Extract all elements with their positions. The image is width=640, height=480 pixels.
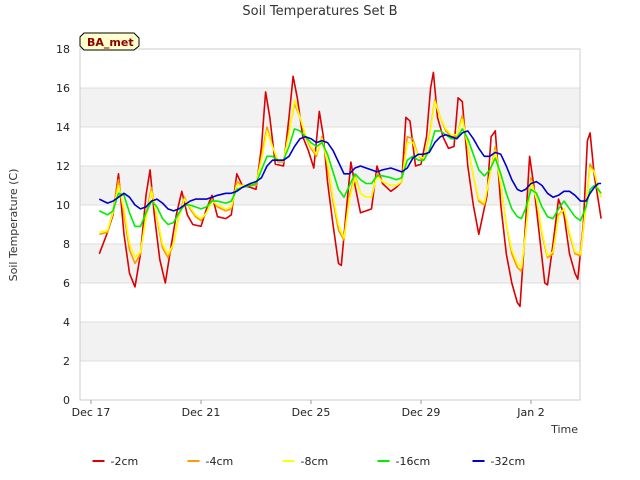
site-badge-box xyxy=(79,32,140,51)
y-tick-label: 12 xyxy=(56,160,70,173)
x-tick-label: Jan 2 xyxy=(516,406,544,419)
band-6-8 xyxy=(80,244,580,283)
legend-label: -2cm xyxy=(111,455,139,468)
legend-label: -8cm xyxy=(301,455,329,468)
x-axis-ticks: Dec 17 Dec 21 Dec 25 Dec 29 Jan 2 xyxy=(72,400,545,419)
x-tick-label: Dec 17 xyxy=(72,406,111,419)
y-tick-label: 10 xyxy=(56,199,70,212)
y-tick-label: 16 xyxy=(56,82,70,95)
site-badge: BA_met xyxy=(79,32,140,51)
band-8-10 xyxy=(80,205,580,244)
band-4-6 xyxy=(80,283,580,322)
legend-label: -4cm xyxy=(206,455,234,468)
y-tick-label: 14 xyxy=(56,121,70,134)
plot-area-border xyxy=(79,48,581,401)
x-axis-label: Time xyxy=(550,423,578,436)
x-tick-label: Dec 25 xyxy=(292,406,331,419)
y-tick-label: 6 xyxy=(63,277,70,290)
band-2-4 xyxy=(80,322,580,361)
band-16-18 xyxy=(80,49,580,88)
series-line-minus-8cm xyxy=(99,98,602,269)
series-line-minus-2cm xyxy=(98,71,602,308)
chart-title: Soil Temperatures Set B xyxy=(242,4,397,19)
band-0-2 xyxy=(80,361,580,400)
series-lines xyxy=(98,71,602,308)
x-tick-label: Dec 29 xyxy=(402,406,441,419)
y-tick-label: 8 xyxy=(63,238,70,251)
y-tick-label: 0 xyxy=(63,394,70,407)
x-tick-label: Dec 21 xyxy=(182,406,221,419)
site-badge-label: BA_met xyxy=(87,36,134,49)
series-line-minus-32cm xyxy=(98,130,602,212)
y-tick-label: 18 xyxy=(56,43,70,56)
y-tick-label: 4 xyxy=(63,316,70,329)
legend: -2cm -4cm -8cm -16cm -32cm xyxy=(92,455,526,468)
legend-label: -16cm xyxy=(396,455,431,468)
y-axis-label: Soil Temperature (C) xyxy=(7,169,20,282)
y-tick-label: 2 xyxy=(63,355,70,368)
plot-bands xyxy=(80,49,580,400)
band-14-16 xyxy=(80,88,580,127)
y-axis-ticks: 0 2 4 6 8 10 12 14 16 18 xyxy=(56,43,70,407)
legend-label: -32cm xyxy=(491,455,526,468)
